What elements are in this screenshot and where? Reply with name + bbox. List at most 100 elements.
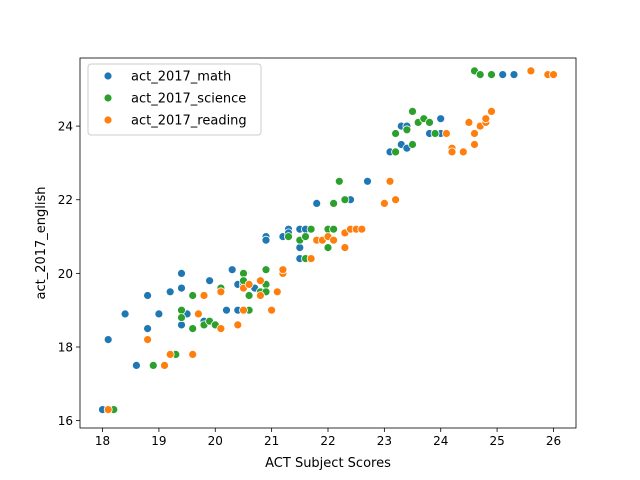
y-tick-label: 20 [58,267,73,281]
data-point-act_2017_math [312,198,322,208]
y-axis-ticks: 16 18 20 22 24 [58,120,80,428]
y-tick-label: 22 [58,193,73,207]
data-point-act_2017_math [120,309,130,319]
legend-marker-act_2017_math [103,71,113,81]
data-point-act_2017_science [148,360,158,370]
data-point-act_2017_science [188,291,198,300]
y-tick-label: 18 [58,341,73,355]
data-point-act_2017_reading [447,147,457,157]
data-point-act_2017_reading [549,70,558,79]
data-point-act_2017_reading [470,140,479,149]
x-tick-label: 25 [489,434,504,448]
data-point-act_2017_reading [464,118,474,127]
data-point-act_2017_math [154,309,164,319]
data-point-act_2017_reading [385,176,395,186]
data-point-act_2017_science [430,129,440,138]
data-point-act_2017_reading [143,335,153,345]
data-point-act_2017_reading [103,405,113,415]
data-point-act_2017_reading [244,279,254,289]
legend-label-act_2017_reading: act_2017_reading [131,114,247,129]
data-point-act_2017_reading [278,265,288,275]
data-point-act_2017_science [177,305,186,315]
data-point-act_2017_reading [255,276,265,286]
legend-label-act_2017_math: act_2017_math [131,70,231,85]
data-point-act_2017_reading [188,349,198,359]
data-point-act_2017_math [177,320,186,330]
x-tick-label: 24 [433,434,448,448]
data-point-act_2017_reading [441,129,451,138]
data-point-act_2017_science [408,140,417,149]
data-point-act_2017_reading [165,349,175,359]
data-point-act_2017_science [487,70,496,79]
data-point-act_2017_reading [267,305,277,315]
data-point-act_2017_reading [193,309,203,319]
x-tick-label: 22 [320,434,335,448]
data-point-act_2017_reading [160,360,169,370]
data-point-act_2017_science [306,224,316,234]
data-point-act_2017_science [323,243,333,253]
data-point-act_2017_science [188,324,198,334]
data-point-act_2017_math [261,235,271,245]
data-point-act_2017_science [301,232,310,242]
data-point-act_2017_math [143,324,153,334]
data-point-act_2017_reading [255,291,265,300]
data-point-act_2017_science [284,232,293,242]
legend-label-act_2017_science: act_2017_science [131,92,246,107]
data-point-act_2017_math [131,360,141,370]
data-point-act_2017_math [103,335,113,345]
y-tick-label: 24 [58,120,73,134]
plot-area [79,57,577,429]
data-point-act_2017_science [177,313,186,323]
data-point-act_2017_science [329,224,339,234]
data-point-act_2017_science [402,125,412,135]
data-point-act_2017_science [391,147,401,157]
data-point-act_2017_reading [199,291,209,300]
data-point-act_2017_math [363,176,372,186]
x-tick-label: 20 [208,434,223,448]
x-tick-label: 19 [151,434,166,448]
data-point-act_2017_reading [340,243,350,253]
data-point-act_2017_reading [379,198,389,208]
data-point-act_2017_math [222,305,231,315]
data-point-act_2017_math [205,276,215,286]
data-point-act_2017_reading [306,254,316,264]
data-points [98,66,558,415]
data-point-act_2017_math [165,287,175,297]
y-axis-label: act_2017_english [34,186,49,299]
data-point-act_2017_reading [216,324,226,334]
data-point-act_2017_math [295,243,305,253]
y-tick-label: 16 [58,414,73,428]
legend-marker-act_2017_reading [103,115,113,125]
data-point-act_2017_science [475,70,485,79]
data-point-act_2017_math [509,70,519,79]
legend-box [87,63,262,136]
x-tick-label: 18 [95,434,110,448]
data-point-act_2017_reading [216,287,226,297]
data-point-act_2017_reading [526,66,536,76]
legend-marker-act_2017_science [103,93,113,103]
data-point-act_2017_reading [272,287,282,297]
data-point-act_2017_math [436,114,446,124]
x-tick-label: 23 [377,434,392,448]
data-point-act_2017_science [408,107,417,116]
data-point-act_2017_science [391,129,401,138]
x-tick-label: 26 [546,434,561,448]
data-point-act_2017_reading [458,147,468,157]
data-point-act_2017_science [334,176,344,186]
data-point-act_2017_reading [233,320,243,330]
data-point-act_2017_math [227,265,237,275]
x-tick-label: 21 [264,434,279,448]
data-point-act_2017_reading [391,195,401,205]
data-point-act_2017_science [244,291,254,300]
data-point-act_2017_science [329,198,339,208]
data-point-act_2017_math [143,291,153,300]
data-point-act_2017_reading [470,129,479,138]
data-point-act_2017_reading [239,305,248,315]
data-point-act_2017_science [340,195,350,205]
data-point-act_2017_science [425,118,434,127]
data-point-act_2017_science [239,268,248,278]
data-point-act_2017_science [261,265,271,275]
data-point-act_2017_reading [357,224,367,234]
data-point-act_2017_math [177,268,186,278]
